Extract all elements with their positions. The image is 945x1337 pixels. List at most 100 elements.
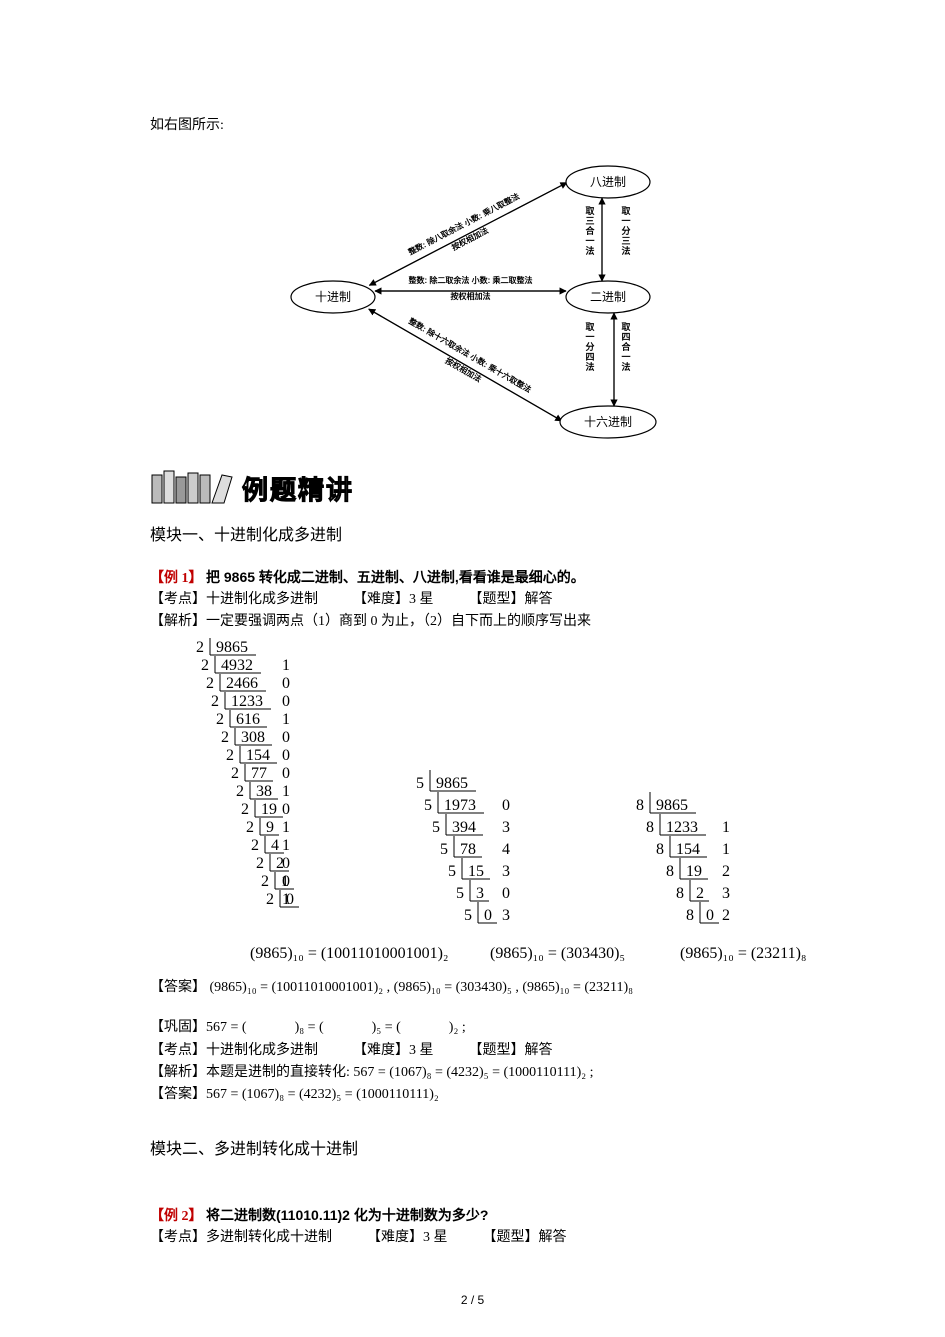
svg-text:1973: 1973 <box>444 797 476 814</box>
gg-daan-tag: 【答案】 <box>150 1087 206 1102</box>
gg-p1: 567 = ( <box>206 1020 247 1035</box>
banner-title: 例题精讲 <box>242 470 354 507</box>
ex2-kaodian: 多进制转化成十进制 <box>206 1230 332 1245</box>
ex1-title-text: 把 9865 转化成二进制、五进制、八进制,看看谁是最细心的。 <box>206 569 585 585</box>
base-conversion-diagram: 整数: 除八取余法 小数: 乘八取整法按权相加法整数: 除二取余法 小数: 乘二… <box>263 142 683 457</box>
svg-text:0: 0 <box>706 907 714 924</box>
svg-text:77: 77 <box>251 765 267 782</box>
svg-text:5: 5 <box>440 841 448 858</box>
svg-text:19: 19 <box>261 801 277 818</box>
svg-text:2: 2 <box>251 837 259 854</box>
svg-text:(9865)₁₀ = (23211)₈: (9865)₁₀ = (23211)₈ <box>680 945 806 962</box>
long-division-block: 2986524932122466021233026161230802154027… <box>190 638 835 973</box>
ex2-kaodian-line: 【考点】多进制转化成十进制 【难度】3 星 【题型】解答 <box>150 1227 795 1249</box>
example1-title: 【例 1】 把 9865 转化成二进制、五进制、八进制,看看谁是最细心的。 <box>150 567 795 587</box>
svg-text:2: 2 <box>696 885 704 902</box>
svg-text:8: 8 <box>666 863 674 880</box>
kaodian-tag: 【考点】 <box>150 592 206 607</box>
svg-text:2: 2 <box>201 657 209 674</box>
gg-p3: )₅ = ( <box>372 1020 401 1035</box>
svg-text:5: 5 <box>464 907 472 924</box>
ex1-daan-line: 【答案】 (9865)₁₀ = (10011010001001)₂ , (986… <box>150 977 795 999</box>
gg-nandu: 3 星 <box>409 1043 434 1058</box>
gg-nandu-tag: 【难度】 <box>353 1043 409 1058</box>
svg-text:分: 分 <box>621 225 630 236</box>
svg-text:0: 0 <box>282 693 290 710</box>
svg-text:2: 2 <box>236 783 244 800</box>
svg-text:2: 2 <box>221 729 229 746</box>
svg-text:394: 394 <box>452 819 476 836</box>
svg-text:合: 合 <box>585 225 595 236</box>
svg-text:0: 0 <box>282 801 290 818</box>
gg-jiexi: 本题是进制的直接转化: 567 = (1067)₈ = (4232)₅ = (1… <box>206 1065 594 1080</box>
svg-text:9: 9 <box>266 819 274 836</box>
gonggu-tag: 【巩固】 <box>150 1020 206 1035</box>
svg-text:2: 2 <box>211 693 219 710</box>
gg-kaodian-tag: 【考点】 <box>150 1043 206 1058</box>
svg-text:0: 0 <box>282 855 290 872</box>
section-banner: 例题精讲 <box>150 469 795 507</box>
page-footer: 2 / 5 <box>0 1293 945 1307</box>
svg-text:四: 四 <box>585 352 594 362</box>
gg-jiexi-tag: 【解析】 <box>150 1065 206 1080</box>
svg-text:2: 2 <box>722 907 730 924</box>
svg-text:5: 5 <box>424 797 432 814</box>
nandu-val: 3 星 <box>409 592 434 607</box>
gonggu-question: 【巩固】567 = ()₈ = ()₅ = ()₂ ; <box>150 1017 795 1039</box>
daan-val: (9865)₁₀ = (10011010001001)₂ , (9865)₁₀ … <box>210 980 634 995</box>
svg-text:合: 合 <box>621 341 631 352</box>
svg-text:2: 2 <box>241 801 249 818</box>
ex2-tixing: 解答 <box>539 1230 567 1245</box>
svg-text:0: 0 <box>282 747 290 764</box>
ex1-tag: 【例 1】 <box>150 571 203 586</box>
svg-text:1: 1 <box>282 819 290 836</box>
svg-text:按权相加法: 按权相加法 <box>450 291 490 301</box>
svg-text:十六进制: 十六进制 <box>583 415 631 429</box>
svg-text:法: 法 <box>585 245 594 256</box>
svg-text:0: 0 <box>282 675 290 692</box>
example2-title: 【例 2】 将二进制数(11010.11)2 化为十进制数为多少? <box>150 1205 795 1225</box>
ex1-kaodian-line: 【考点】十进制化成多进制 【难度】3 星 【题型】解答 <box>150 589 795 611</box>
svg-text:1: 1 <box>722 819 730 836</box>
svg-text:5: 5 <box>456 885 464 902</box>
svg-text:1: 1 <box>282 657 290 674</box>
gg-kaodian: 十进制化成多进制 <box>206 1043 318 1058</box>
svg-text:(9865)₁₀ = (303430)₅: (9865)₁₀ = (303430)₅ <box>490 945 625 962</box>
svg-text:8: 8 <box>686 907 694 924</box>
gg-jiexi-line: 【解析】本题是进制的直接转化: 567 = (1067)₈ = (4232)₅ … <box>150 1062 795 1084</box>
gg-p2: )₈ = ( <box>295 1020 324 1035</box>
jiexi-val: 一定要强调两点（1）商到 0 为止，（2）自下而上的顺序写出来 <box>206 614 591 629</box>
gg-tixing: 解答 <box>525 1043 553 1058</box>
ex2-nandu-tag: 【难度】 <box>367 1230 423 1245</box>
svg-text:法: 法 <box>585 361 594 372</box>
svg-text:一: 一 <box>585 332 594 342</box>
svg-text:分: 分 <box>585 341 594 352</box>
svg-text:十进制: 十进制 <box>314 290 350 304</box>
svg-text:19: 19 <box>686 863 702 880</box>
tixing-val: 解答 <box>525 592 553 607</box>
intro-text: 如右图所示: <box>150 114 795 134</box>
svg-text:2: 2 <box>256 855 264 872</box>
ex2-nandu: 3 星 <box>423 1230 448 1245</box>
gg-daan: 567 = (1067)₈ = (4232)₅ = (1000110111)₂ <box>206 1087 439 1102</box>
svg-text:5: 5 <box>448 863 456 880</box>
svg-text:2: 2 <box>216 711 224 728</box>
svg-text:法: 法 <box>621 361 630 372</box>
svg-text:5: 5 <box>416 775 424 792</box>
jiexi-tag: 【解析】 <box>150 614 206 629</box>
svg-text:8: 8 <box>636 797 644 814</box>
svg-text:9865: 9865 <box>656 797 688 814</box>
svg-text:8: 8 <box>646 819 654 836</box>
svg-text:1: 1 <box>282 891 290 908</box>
svg-text:(9865)₁₀ = (10011010001001)₂: (9865)₁₀ = (10011010001001)₂ <box>250 945 448 962</box>
svg-text:二进制: 二进制 <box>589 290 625 304</box>
svg-text:1: 1 <box>282 783 290 800</box>
svg-text:1233: 1233 <box>231 693 263 710</box>
svg-text:2: 2 <box>226 747 234 764</box>
svg-text:2: 2 <box>266 891 274 908</box>
svg-text:8: 8 <box>656 841 664 858</box>
svg-text:一: 一 <box>585 236 594 246</box>
svg-text:154: 154 <box>246 747 270 764</box>
svg-text:整数: 除二取余法 小数: 乘二取整法: 整数: 除二取余法 小数: 乘二取整法 <box>407 275 532 285</box>
svg-text:2: 2 <box>261 873 269 890</box>
